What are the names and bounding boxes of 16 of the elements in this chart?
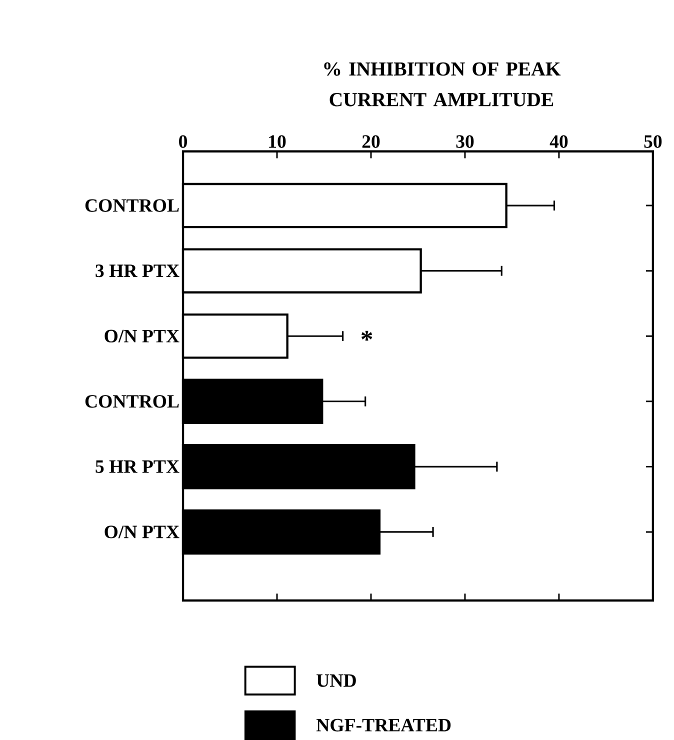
y-tick-label: O/N PTX <box>104 330 180 342</box>
x-tick-label: 20 <box>362 135 380 148</box>
y-tick-label: CONTROL <box>86 395 179 408</box>
legend-label: NGF-TREATED <box>316 718 451 732</box>
legend-label: UND <box>316 674 356 687</box>
y-tick-label: 5 HR PTX <box>96 460 180 473</box>
y-tick-label: O/N PTX <box>104 526 180 538</box>
annotation: * <box>362 330 372 341</box>
x-tick-label: 50 <box>644 135 662 148</box>
x-tick-label: 10 <box>269 135 286 148</box>
y-tick-label: 3 HR PTX <box>96 264 180 278</box>
x-tick-label: 30 <box>456 135 474 148</box>
x-axis-title: % INHIBITION OF PEAK CURRENT AMPLITUDE <box>324 62 561 106</box>
x-tick-label: 0 <box>179 135 188 148</box>
y-tick-label: CONTROL <box>86 199 179 212</box>
x-tick-label: 40 <box>550 135 568 148</box>
